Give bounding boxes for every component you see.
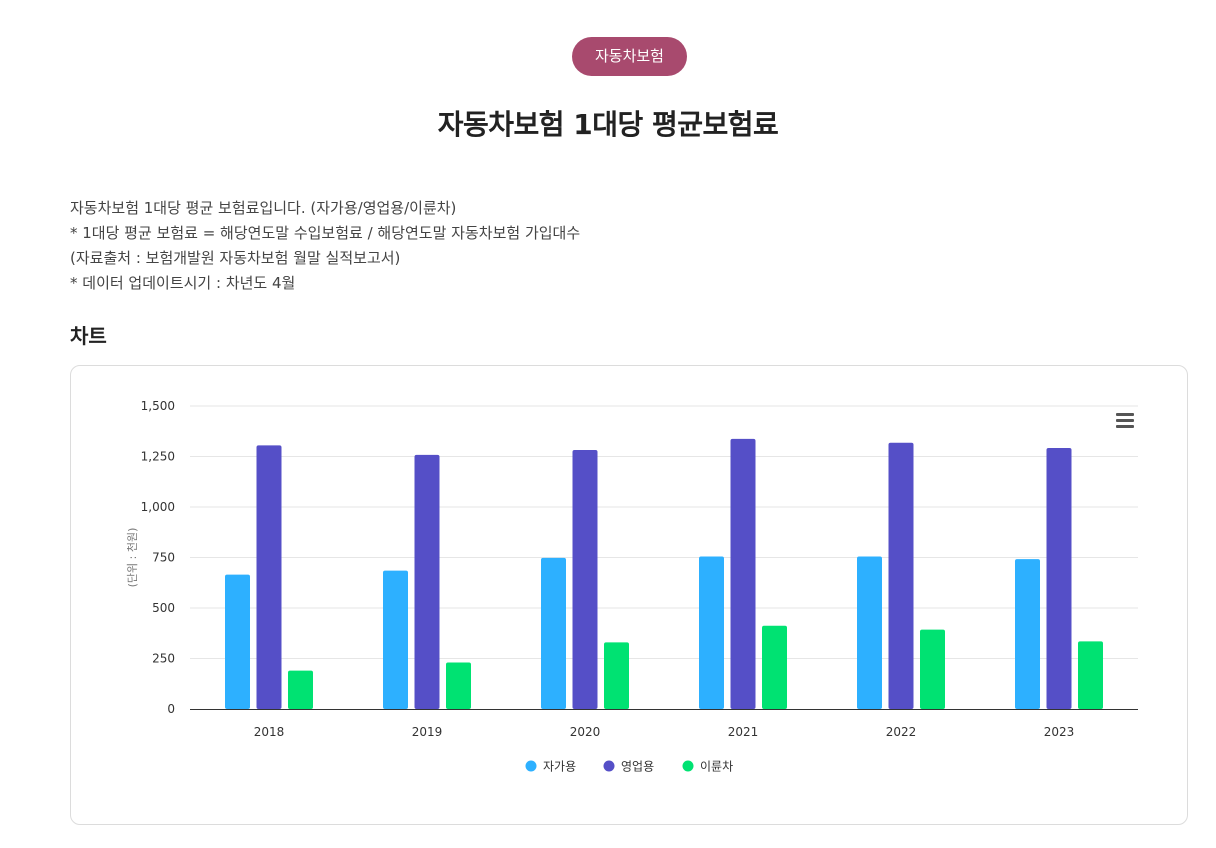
bar-2020-2 — [604, 642, 629, 709]
bar-2023-1 — [1046, 448, 1072, 709]
legend-marker — [525, 760, 537, 772]
description-line-2: * 1대당 평균 보험료 = 해당연도말 수입보험료 / 해당연도말 자동차보험… — [70, 224, 581, 242]
legend-label: 이륜차 — [700, 760, 733, 774]
category-badge: 자동차보험 — [572, 37, 687, 76]
bar-2022-2 — [920, 629, 945, 709]
x-tick-label: 2018 — [254, 725, 285, 739]
x-tick-label: 2021 — [728, 725, 759, 739]
bar-2021-1 — [730, 438, 756, 709]
bar-2019-0 — [383, 570, 408, 709]
y-tick-label: 1,500 — [141, 399, 175, 413]
bar-2019-1 — [414, 454, 440, 709]
x-tick-label: 2020 — [570, 725, 601, 739]
legend-marker — [682, 760, 694, 772]
legend-marker — [603, 760, 615, 772]
bar-2021-0 — [699, 556, 724, 709]
y-tick-label: 1,000 — [141, 500, 175, 514]
y-tick-label: 500 — [152, 601, 175, 615]
bar-2018-1 — [256, 445, 282, 709]
description-line-3: (자료출처 : 보험개발원 자동차보험 월말 실적보고서) — [70, 249, 401, 267]
bar-2021-2 — [762, 625, 787, 709]
bar-2023-2 — [1078, 641, 1103, 709]
y-tick-label: 250 — [152, 652, 175, 666]
y-axis-label: (단위 : 천원) — [125, 528, 139, 588]
hamburger-menu-icon[interactable] — [1116, 413, 1136, 429]
description-line-1: 자동차보험 1대당 평균 보험료입니다. (자가용/영업용/이륜차) — [70, 199, 457, 217]
chart-card — [70, 365, 1188, 825]
y-tick-label: 0 — [167, 702, 175, 716]
y-tick-label: 750 — [152, 551, 175, 565]
x-tick-label: 2023 — [1044, 725, 1075, 739]
bar-2022-0 — [857, 556, 882, 709]
bar-2018-0 — [225, 574, 250, 709]
x-tick-label: 2022 — [886, 725, 917, 739]
bar-2019-2 — [446, 662, 471, 709]
description: 자동차보험 1대당 평균 보험료입니다. (자가용/영업용/이륜차) * 1대당… — [70, 196, 1170, 296]
bar-2018-2 — [288, 670, 313, 709]
bar-2022-1 — [888, 442, 914, 709]
legend-label: 영업용 — [621, 760, 654, 774]
bar-2023-0 — [1015, 559, 1040, 709]
description-line-4: * 데이터 업데이트시기 : 차년도 4월 — [70, 274, 296, 292]
x-tick-label: 2019 — [412, 725, 443, 739]
section-title: 차트 — [70, 324, 107, 348]
legend-label: 자가용 — [543, 760, 576, 774]
bar-2020-1 — [572, 450, 598, 709]
bar-2020-0 — [541, 557, 566, 709]
page-title: 자동차보험 1대당 평균보험료 — [437, 108, 779, 141]
y-tick-label: 1,250 — [141, 450, 175, 464]
